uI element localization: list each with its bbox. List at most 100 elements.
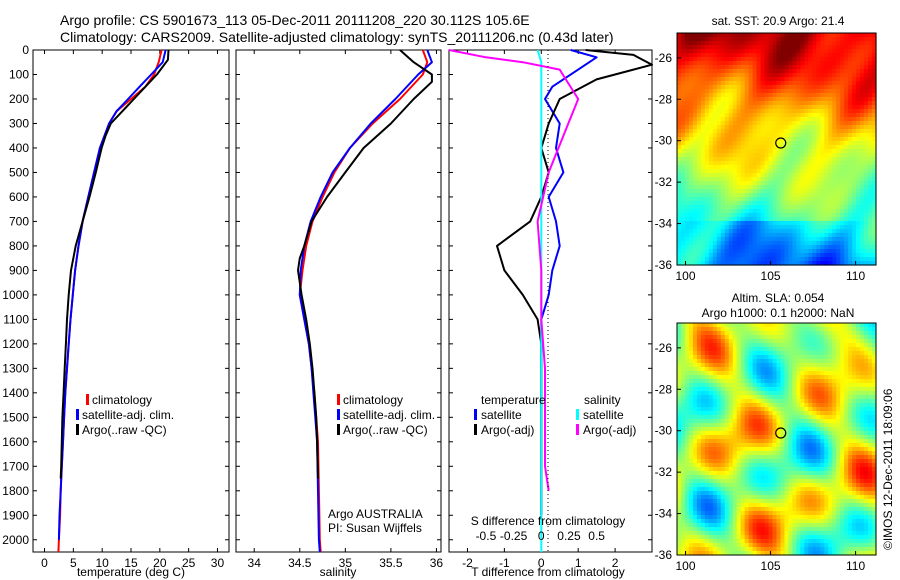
heatmap-cell [848, 113, 853, 118]
heatmap-cell [748, 375, 754, 380]
heatmap-cell [784, 443, 790, 448]
heatmap-cell [848, 355, 853, 360]
heatmap-cell [860, 117, 865, 122]
heatmap-cell [688, 197, 694, 202]
heatmap-cell [684, 145, 690, 150]
heatmap-cell [712, 391, 718, 396]
heatmap-cell [844, 363, 849, 368]
heatmap-cell [752, 383, 758, 388]
heatmap-cell [848, 363, 853, 368]
heatmap-cell [796, 189, 801, 194]
heatmap-cell [836, 367, 841, 372]
heatmap-cell [860, 463, 865, 468]
heatmap-cell [792, 351, 797, 356]
heatmap-cell [848, 157, 853, 162]
heatmap-cell [872, 33, 877, 38]
heatmap-cell [780, 121, 786, 126]
heatmap-cell [828, 45, 833, 50]
heatmap-cell [716, 133, 722, 138]
heatmap-cell [812, 399, 817, 404]
heatmap-cell [860, 399, 865, 404]
heatmap-cell [816, 161, 821, 166]
heatmap-cell [852, 343, 857, 348]
heatmap-cell [680, 335, 686, 340]
heatmap-cell [728, 459, 734, 464]
heatmap-cell [816, 379, 821, 384]
heatmap-cell [784, 399, 790, 404]
heatmap-cell [736, 375, 742, 380]
heatmap-cell [748, 351, 754, 356]
heatmap-cell [828, 443, 833, 448]
heatmap-cell [852, 387, 857, 392]
heatmap-cell [852, 61, 857, 66]
heatmap-cell [856, 395, 861, 400]
heatmap-cell [844, 165, 849, 170]
heatmap-cell [776, 335, 782, 340]
heatmap-cell [736, 415, 742, 420]
heatmap-cell [768, 201, 774, 206]
heatmap-cell [712, 93, 718, 98]
heatmap-cell [776, 33, 782, 38]
heatmap-cell [788, 367, 794, 372]
heatmap-cell [700, 197, 706, 202]
heatmap-cell [696, 383, 702, 388]
heatmap-cell [788, 407, 794, 412]
heatmap-cell [824, 97, 829, 102]
heatmap-cell [784, 241, 790, 246]
heatmap-cell [788, 145, 794, 150]
heatmap-cell [812, 343, 817, 348]
heatmap-cell [732, 197, 738, 202]
heatmap-cell [724, 117, 730, 122]
heatmap-cell [712, 133, 718, 138]
heatmap-cell [708, 113, 714, 118]
heatmap-cell [768, 455, 774, 460]
heatmap-cell [844, 411, 849, 416]
heatmap-cell [720, 431, 726, 436]
heatmap-cell [688, 343, 694, 348]
heatmap-cell [872, 193, 877, 198]
heatmap-cell [744, 93, 750, 98]
heatmap-cell [792, 367, 797, 372]
heatmap-cell [872, 327, 877, 332]
heatmap-cell [816, 73, 821, 78]
heatmap-cell [796, 229, 801, 234]
heatmap-cell [712, 403, 718, 408]
heatmap-cell [812, 93, 817, 98]
heatmap-cell [816, 339, 821, 344]
heatmap-cell [732, 93, 738, 98]
heatmap-cell [748, 359, 754, 364]
heatmap-cell [752, 375, 758, 380]
heatmap-cell [864, 459, 869, 464]
heatmap-cell [796, 391, 801, 396]
heatmap-cell [848, 233, 853, 238]
heatmap-cell [788, 439, 794, 444]
heatmap-cell [788, 165, 794, 170]
heatmap-cell [852, 463, 857, 468]
heatmap-cell [828, 225, 833, 230]
heatmap-cell [712, 423, 718, 428]
heatmap-cell [840, 133, 845, 138]
heatmap-cell [848, 205, 853, 210]
heatmap-cell [704, 253, 710, 258]
heatmap-cell [720, 331, 726, 336]
heatmap-cell [688, 395, 694, 400]
heatmap-cell [684, 81, 690, 86]
heatmap-cell [677, 435, 682, 440]
heatmap-cell [736, 419, 742, 424]
heatmap-cell [852, 157, 857, 162]
heatmap-cell [728, 257, 734, 262]
heatmap-cell [772, 237, 778, 242]
heatmap-cell [788, 213, 794, 218]
heatmap-cell [732, 367, 738, 372]
heatmap-cell [872, 153, 877, 158]
heatmap-cell [772, 165, 778, 170]
heatmap-cell [828, 459, 833, 464]
heatmap-cell [768, 37, 774, 42]
heatmap-cell [848, 367, 853, 372]
heatmap-cell [724, 37, 730, 42]
heatmap-cell [732, 65, 738, 70]
heatmap-cell [704, 323, 710, 328]
heatmap-cell [752, 371, 758, 376]
heatmap-cell [720, 33, 726, 38]
heatmap-cell [764, 145, 770, 150]
